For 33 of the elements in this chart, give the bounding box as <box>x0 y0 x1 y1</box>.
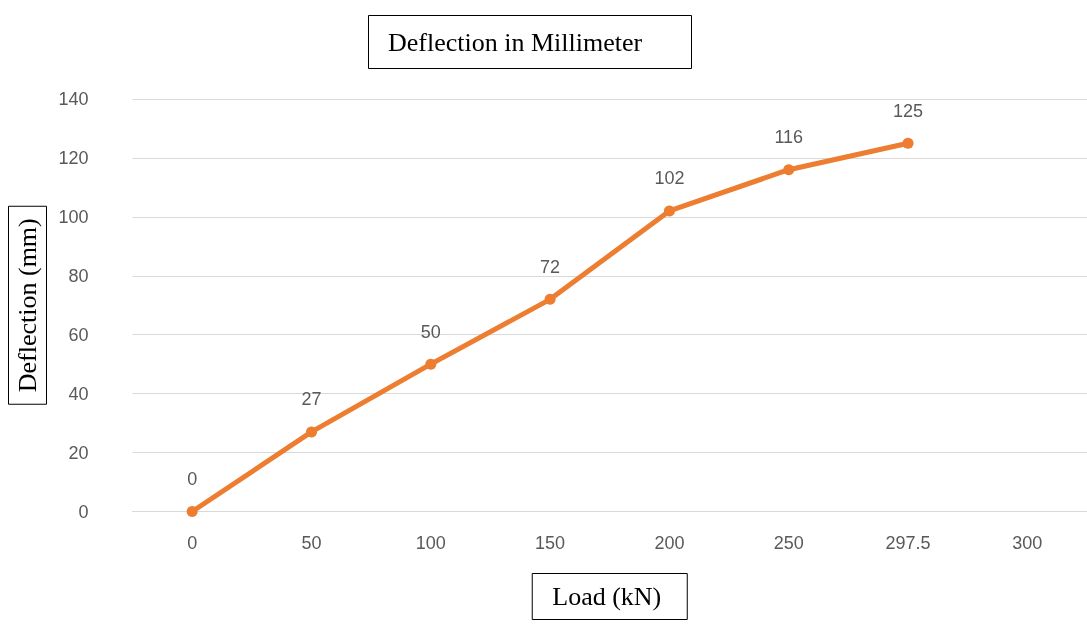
point <box>544 293 556 305</box>
x-tick-label: 100 <box>415 532 446 553</box>
y-tick-label: 140 <box>58 89 89 109</box>
data-label: 27 <box>301 389 322 410</box>
x-tick-label: 200 <box>654 532 685 553</box>
point <box>425 358 437 370</box>
x-tick-label: 0 <box>187 532 198 553</box>
x-tick-label: 300 <box>1012 532 1043 553</box>
point <box>663 205 675 217</box>
data-label: 125 <box>893 100 924 121</box>
y-tick-label: 0 <box>78 501 89 522</box>
x-tick-label: 50 <box>301 532 322 553</box>
y-tick-label: 40 <box>68 383 89 404</box>
x-axis-title: Load (kN) <box>552 582 662 611</box>
chart-title: Deflection in Millimeter <box>388 27 643 57</box>
point <box>783 164 795 176</box>
y-tick-label: 60 <box>68 324 89 345</box>
x-tick-label: 297.5 <box>885 532 931 553</box>
data-label: 102 <box>654 168 685 189</box>
y-tick-label: 20 <box>68 442 89 463</box>
data-label: 50 <box>420 321 441 342</box>
y-tick-label: 100 <box>58 206 89 227</box>
data-label: 0 <box>187 469 198 489</box>
y-tick-label: 120 <box>58 147 89 168</box>
data-label: 116 <box>774 127 804 148</box>
point <box>186 506 198 517</box>
point <box>305 426 317 438</box>
data-label: 72 <box>540 256 561 277</box>
x-tick-label: 150 <box>535 532 566 553</box>
x-tick-label: 250 <box>773 532 804 553</box>
point <box>902 137 914 149</box>
y-tick-label: 80 <box>68 265 89 286</box>
y-axis-title: Deflection (mm) <box>13 218 42 393</box>
